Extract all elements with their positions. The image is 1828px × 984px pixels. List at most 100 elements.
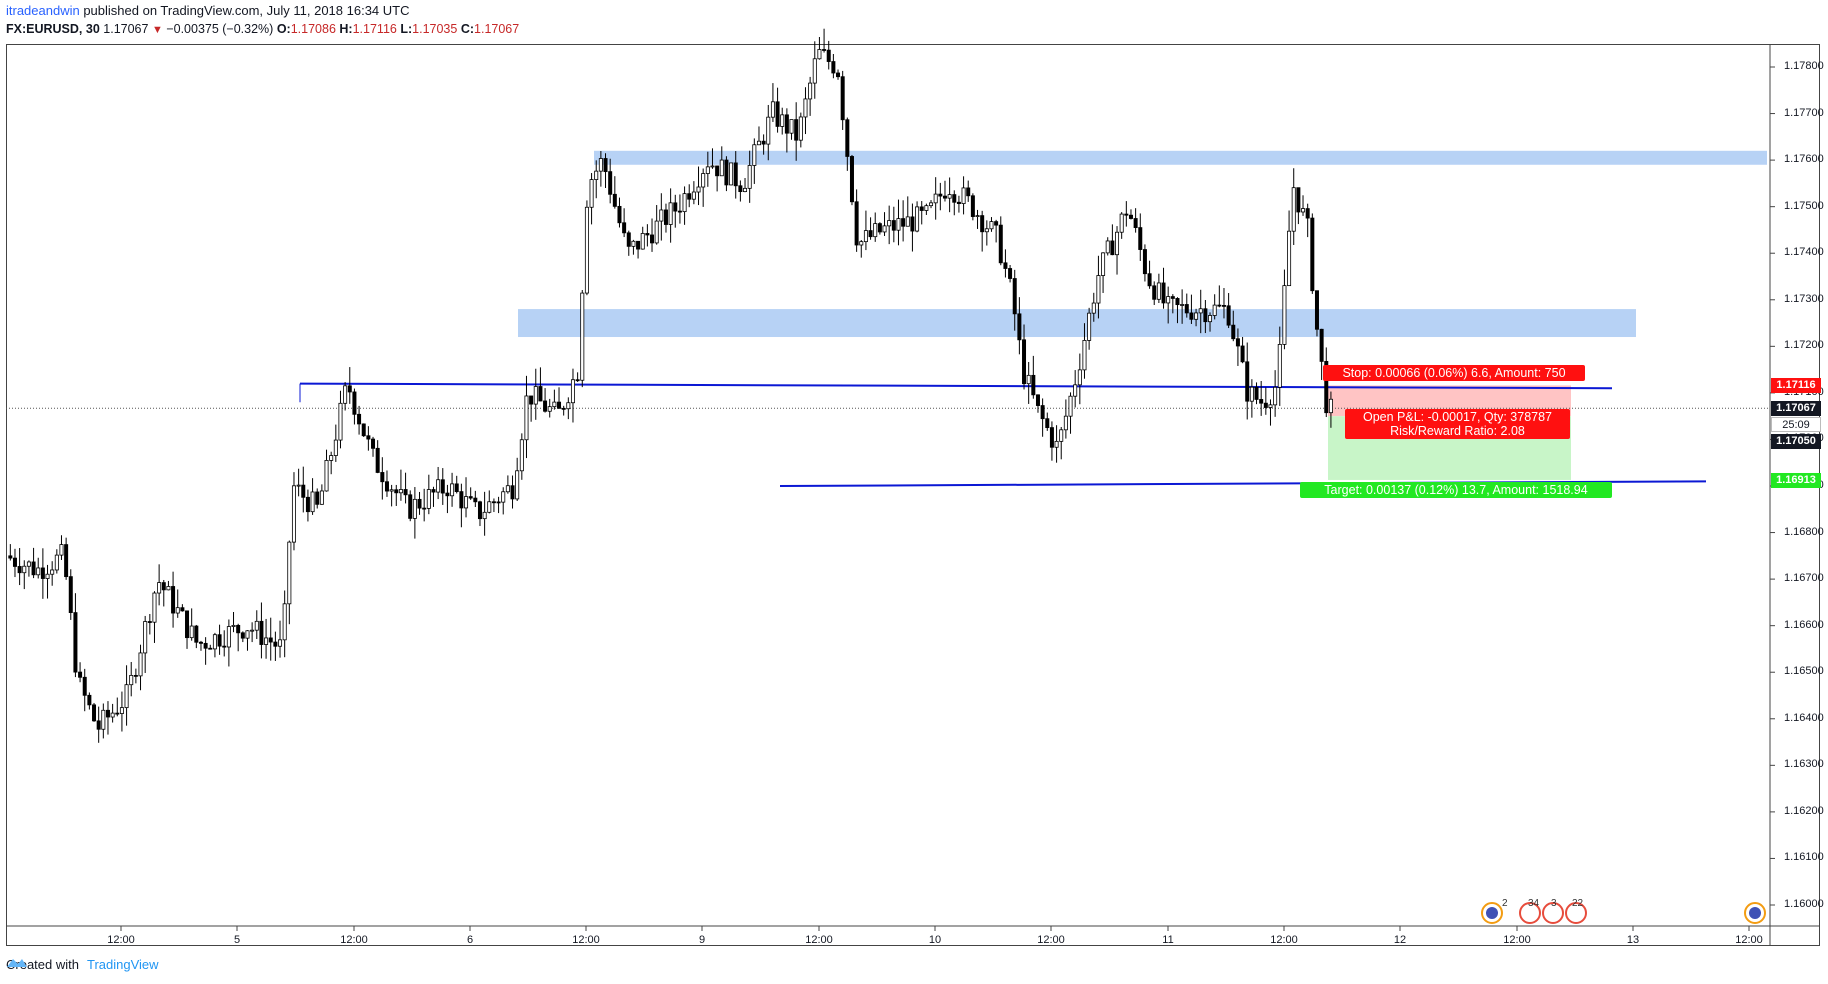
candle-body (343, 385, 348, 404)
countdown-tag: 25:09 (1771, 417, 1821, 432)
candle-body (766, 116, 771, 145)
candle-body (329, 455, 334, 461)
chart-frame[interactable] (6, 44, 1820, 946)
resistance-zone (518, 309, 1636, 338)
candle-body (659, 209, 664, 222)
dock-count-c: 3 (1551, 898, 1557, 909)
candle-body (1212, 304, 1217, 316)
candle-body (422, 507, 427, 510)
candle-body (1314, 290, 1319, 330)
candle-body (380, 472, 385, 483)
candle-body (622, 222, 627, 234)
candle-body (1249, 386, 1254, 402)
high-label: H: (339, 22, 353, 36)
candle-body (761, 140, 766, 145)
price-tick-label: 1.16100 (1784, 851, 1824, 864)
stop-label[interactable]: Stop: 0.00066 (0.06%) 6.6, Amount: 750 (1323, 365, 1585, 381)
candle-body (454, 483, 459, 493)
candle-body (998, 224, 1003, 264)
publish-info: itradeandwin published on TradingView.co… (6, 3, 410, 19)
candle-body (222, 645, 227, 648)
stop-price-tag: 1.17116 (1771, 378, 1821, 393)
candle-body (8, 555, 13, 559)
candle-body (529, 395, 534, 405)
candle-body (952, 194, 957, 203)
low-value: 1.17035 (412, 22, 458, 36)
time-tick-label: 12:00 (1735, 934, 1763, 946)
candle-body (756, 140, 761, 146)
target-label[interactable]: Target: 0.00137 (0.12%) 13.7, Amount: 15… (1300, 482, 1612, 498)
candle-body (1068, 395, 1073, 417)
candle-body (696, 186, 701, 193)
candle-body (450, 483, 455, 497)
candle-body (245, 630, 250, 639)
earnings-icon-center (1486, 907, 1498, 919)
candle-body (752, 144, 757, 166)
candle-body (598, 158, 603, 172)
candle-body (1273, 386, 1278, 406)
candle-body (50, 569, 55, 575)
candle-body (961, 187, 966, 204)
candle-body (464, 496, 469, 509)
candle-body (626, 232, 631, 247)
candle-body (92, 704, 97, 722)
candle-body (770, 101, 775, 118)
candle-body (1138, 227, 1143, 250)
candle-body (64, 544, 69, 578)
candle-body (515, 470, 520, 500)
candle-body (87, 694, 92, 706)
candle-body (877, 223, 882, 233)
symbol-name[interactable]: FX:EURUSD, 30 (6, 22, 100, 36)
price-tick-label: 1.17700 (1784, 106, 1824, 119)
tradingview-brand[interactable]: TradingView (7, 956, 159, 974)
price-tick-label: 1.17200 (1784, 339, 1824, 352)
candle-body (915, 206, 920, 232)
dock-count-d: 22 (1572, 898, 1584, 909)
candle-body (208, 647, 213, 650)
candle-body (1152, 285, 1157, 300)
candle-body (40, 567, 45, 579)
candle-body (1087, 312, 1092, 341)
candle-body (956, 201, 961, 204)
down-arrow-icon: ▼ (151, 24, 163, 36)
candle-body (157, 582, 162, 594)
candle-body (1156, 282, 1161, 300)
events-dock: 2 34 3 22 (1480, 898, 1610, 929)
candle-body (105, 709, 110, 718)
dock-count-b: 34 (1528, 898, 1540, 909)
candle-body (1319, 328, 1324, 362)
candle-body (826, 49, 831, 62)
candle-body (854, 201, 859, 246)
candle-body (250, 629, 255, 632)
candle-body (22, 565, 27, 574)
author-link[interactable]: itradeandwin (6, 3, 80, 18)
candle-body (68, 576, 73, 613)
candle-body (910, 216, 915, 232)
candle-body (278, 639, 283, 647)
pnl-box[interactable]: Open P&L: -0.00017, Qty: 378787 Risk/Rew… (1345, 409, 1570, 439)
candle-body (287, 541, 292, 605)
price-change: −0.00375 (−0.32%) (166, 22, 274, 36)
candle-body (1008, 268, 1013, 279)
candle-body (543, 400, 548, 412)
candle-body (73, 612, 78, 673)
flag-icon (1519, 902, 1541, 924)
time-tick-label: 10 (928, 934, 942, 946)
candle-body (849, 156, 854, 203)
candle-body (1240, 345, 1245, 363)
candle-body (747, 165, 752, 189)
candle-body (822, 49, 827, 51)
candle-body (296, 484, 301, 487)
price-tick-label: 1.17400 (1784, 246, 1824, 259)
candle-body (1226, 305, 1231, 326)
candle-body (575, 379, 580, 382)
candle-body (557, 401, 562, 409)
tradingview-label: TradingView (86, 957, 159, 972)
open-label: O: (276, 22, 291, 36)
candle-body (436, 479, 441, 493)
candle-body (612, 193, 617, 207)
candle-body (1287, 230, 1292, 287)
candle-body (975, 215, 980, 217)
candle-body (812, 58, 817, 84)
